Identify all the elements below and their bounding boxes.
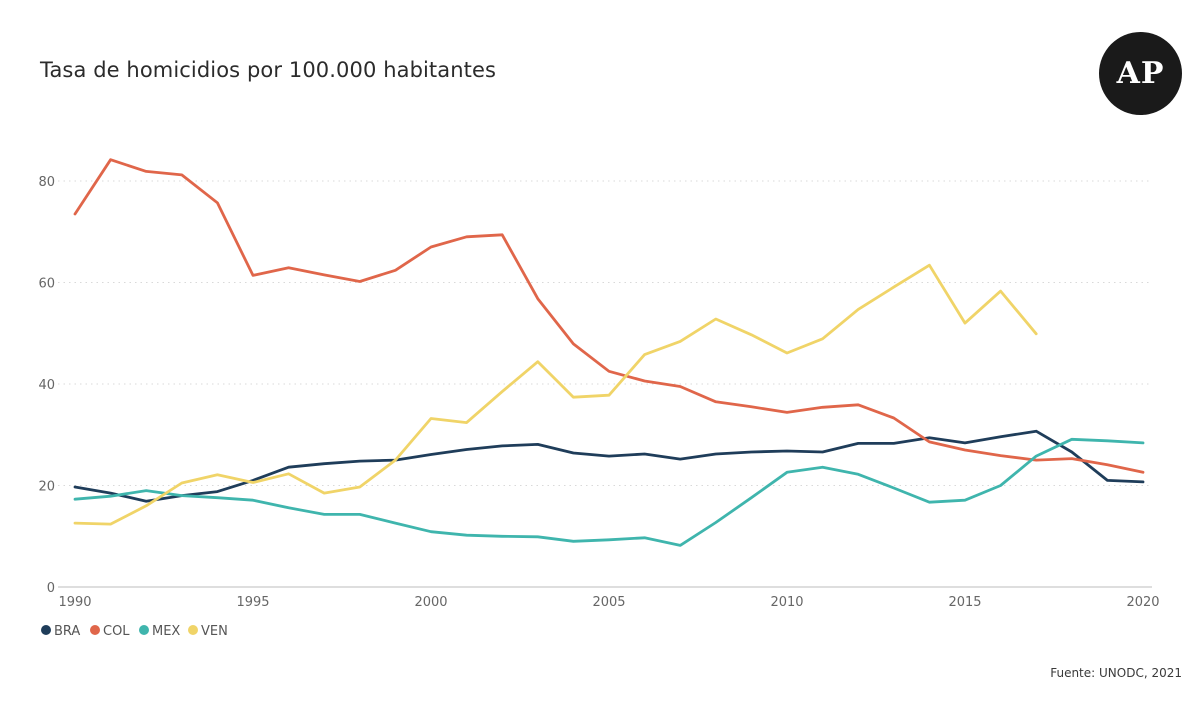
- ap-logo-text: AP: [1116, 56, 1165, 91]
- x-tick-label: 2000: [414, 595, 447, 610]
- legend-marker-bra: [41, 625, 51, 635]
- x-tick-label: 2005: [592, 595, 625, 610]
- series-line-ven: [73, 263, 1038, 526]
- legend-marker-mex: [139, 625, 149, 635]
- y-tick-label: 0: [47, 581, 55, 596]
- legend-label-col: COL: [103, 624, 130, 639]
- y-axis-ticks: 0 20 40 60 80: [38, 175, 55, 596]
- ap-logo: AP: [1099, 32, 1182, 115]
- series-line-col: [73, 158, 1145, 474]
- legend-label-mex: MEX: [152, 624, 180, 639]
- x-tick-label: 1995: [236, 595, 269, 610]
- legend-label-bra: BRA: [54, 624, 80, 639]
- x-tick-label: 2020: [1126, 595, 1159, 610]
- y-tick-label: 20: [38, 480, 55, 495]
- legend-marker-col: [90, 625, 100, 635]
- chart-title: Tasa de homicidios por 100.000 habitante…: [40, 58, 497, 82]
- series-lines: [73, 158, 1145, 547]
- x-tick-label: 2010: [770, 595, 803, 610]
- y-tick-label: 80: [38, 175, 55, 190]
- series-line-bra: [73, 429, 1145, 503]
- x-tick-label: 1990: [58, 595, 91, 610]
- x-axis-ticks: 1990 1995 2000 2005 2010 2015 2020: [58, 595, 1159, 610]
- x-tick-label: 2015: [948, 595, 981, 610]
- series-line-mex: [73, 437, 1145, 547]
- y-tick-label: 60: [38, 277, 55, 292]
- legend-label-ven: VEN: [201, 624, 228, 639]
- y-tick-label: 40: [38, 378, 55, 393]
- legend-marker-ven: [188, 625, 198, 635]
- legend: BRA COL MEX VEN: [41, 624, 228, 639]
- source-note: Fuente: UNODC, 2021: [1050, 666, 1182, 680]
